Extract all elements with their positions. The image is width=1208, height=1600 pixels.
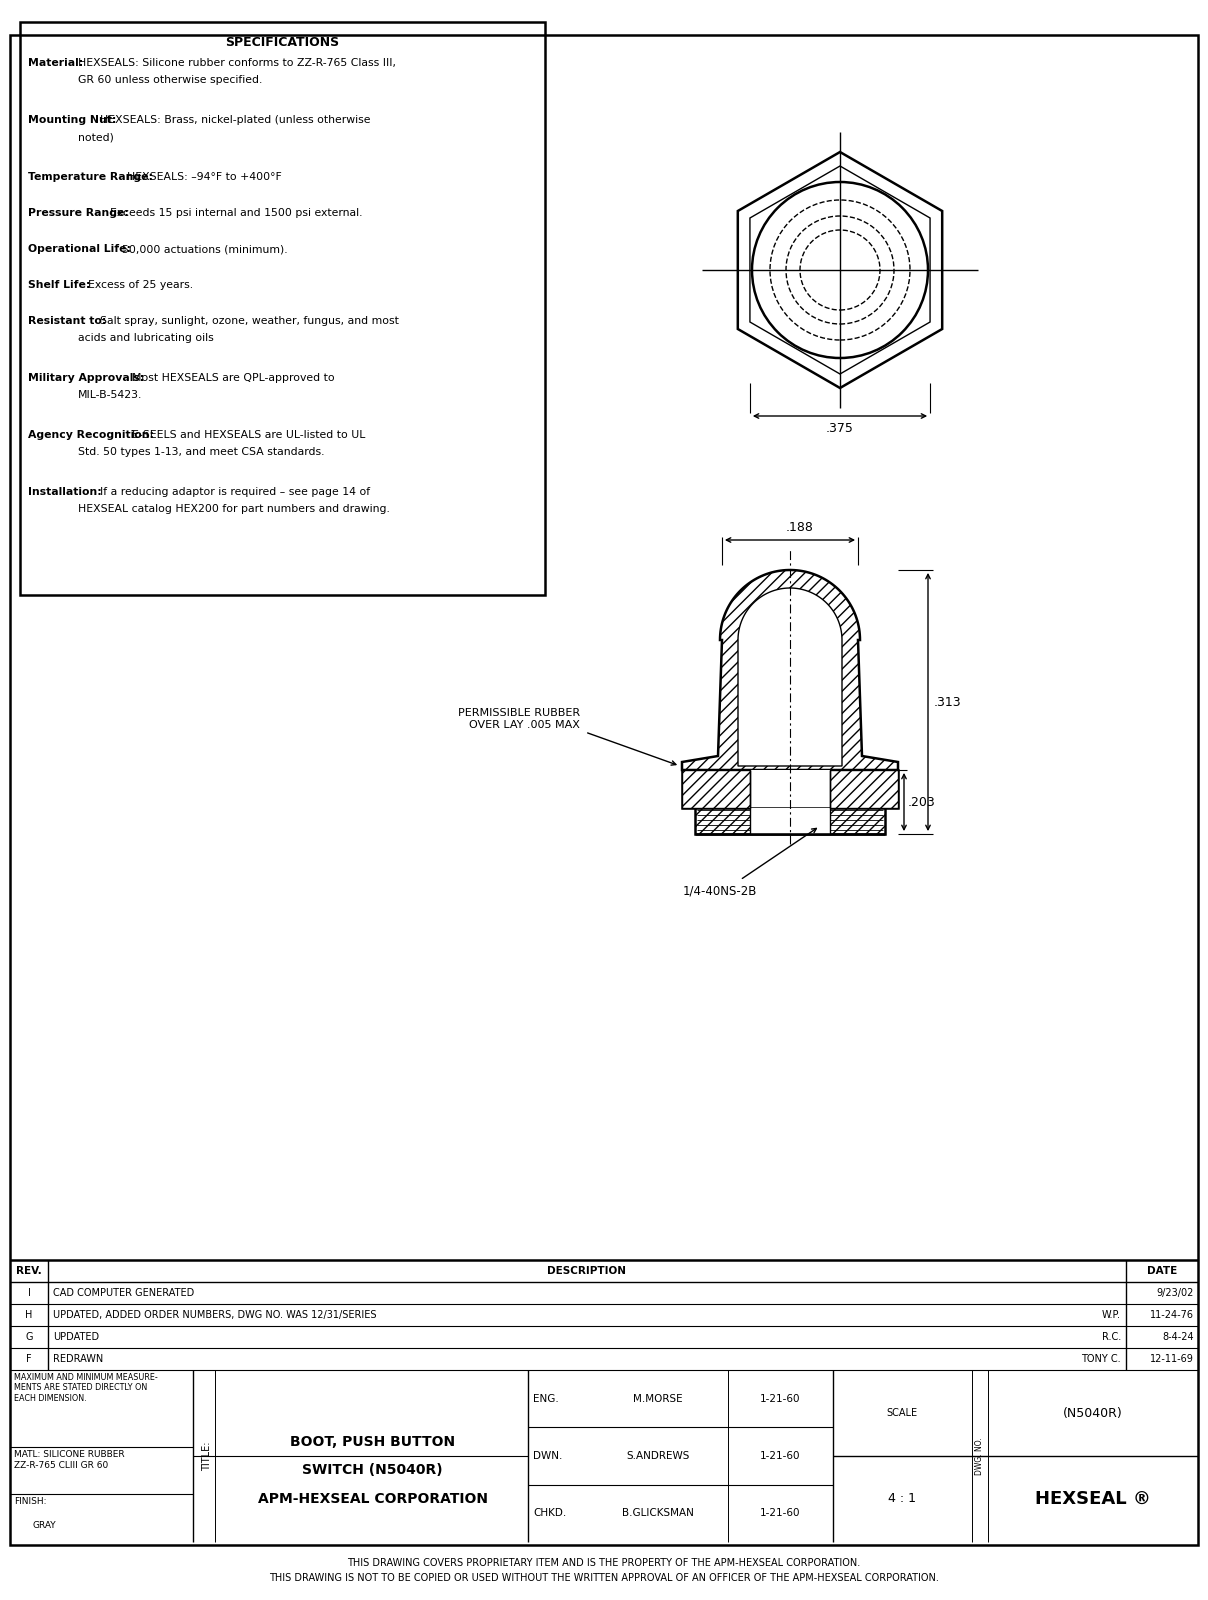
Text: .188: .188: [786, 522, 814, 534]
Text: 11-24-76: 11-24-76: [1150, 1310, 1194, 1320]
Bar: [21, 22, 545, 595]
Text: W.P.: W.P.: [1102, 1310, 1121, 1320]
Text: GR 60 unless otherwise specified.: GR 60 unless otherwise specified.: [79, 75, 262, 85]
Text: DATE: DATE: [1146, 1266, 1177, 1277]
Text: 1-21-60: 1-21-60: [760, 1451, 801, 1461]
Text: REV.: REV.: [16, 1266, 42, 1277]
Text: .203: .203: [908, 795, 936, 808]
Text: 50,000 actuations (minimum).: 50,000 actuations (minimum).: [122, 243, 288, 254]
Text: Pressure Range:: Pressure Range:: [28, 208, 129, 218]
Text: Shelf Life:: Shelf Life:: [28, 280, 91, 290]
Text: SCALE: SCALE: [887, 1408, 918, 1418]
Text: UPDATED: UPDATED: [53, 1331, 99, 1342]
Text: ENG.: ENG.: [533, 1394, 559, 1403]
Text: .375: .375: [826, 422, 854, 435]
Polygon shape: [683, 770, 750, 808]
Text: (N5040R): (N5040R): [1063, 1406, 1122, 1419]
Text: DWN.: DWN.: [533, 1451, 563, 1461]
Text: THIS DRAWING COVERS PROPRIETARY ITEM AND IS THE PROPERTY OF THE APM-HEXSEAL CORP: THIS DRAWING COVERS PROPRIETARY ITEM AND…: [348, 1558, 860, 1568]
Text: Operational Life:: Operational Life:: [28, 243, 130, 254]
Text: GRAY: GRAY: [33, 1522, 56, 1530]
Text: Temperature Range:: Temperature Range:: [28, 171, 153, 182]
Text: MIL-B-5423.: MIL-B-5423.: [79, 390, 143, 400]
Text: H: H: [25, 1310, 33, 1320]
Text: PERMISSIBLE RUBBER
OVER LAY .005 MAX: PERMISSIBLE RUBBER OVER LAY .005 MAX: [458, 709, 580, 730]
Text: THIS DRAWING IS NOT TO BE COPIED OR USED WITHOUT THE WRITTEN APPROVAL OF AN OFFI: THIS DRAWING IS NOT TO BE COPIED OR USED…: [269, 1573, 939, 1582]
Text: noted): noted): [79, 133, 114, 142]
Text: Resistant to:: Resistant to:: [28, 317, 106, 326]
Text: Military Approvals:: Military Approvals:: [28, 373, 144, 382]
Text: HEXSEALS: Silicone rubber conforms to ZZ-R-765 Class III,: HEXSEALS: Silicone rubber conforms to ZZ…: [77, 58, 395, 67]
Bar: [750, 770, 830, 808]
Text: E-SEELS and HEXSEALS are UL-listed to UL: E-SEELS and HEXSEALS are UL-listed to UL: [133, 430, 366, 440]
Text: Mounting Nut:: Mounting Nut:: [28, 115, 116, 125]
Text: SPECIFICATIONS: SPECIFICATIONS: [226, 35, 339, 50]
Text: APM-HEXSEAL CORPORATION: APM-HEXSEAL CORPORATION: [257, 1491, 488, 1506]
Text: DESCRIPTION: DESCRIPTION: [547, 1266, 627, 1277]
Text: M.MORSE: M.MORSE: [633, 1394, 683, 1403]
Text: If a reducing adaptor is required – see page 14 of: If a reducing adaptor is required – see …: [99, 486, 370, 498]
Text: UPDATED, ADDED ORDER NUMBERS, DWG NO. WAS 12/31/SERIES: UPDATED, ADDED ORDER NUMBERS, DWG NO. WA…: [53, 1310, 377, 1320]
Text: 1/4-40NS-2B: 1/4-40NS-2B: [683, 883, 757, 898]
Text: SWITCH (N5040R): SWITCH (N5040R): [302, 1462, 443, 1477]
Bar: [695, 808, 885, 834]
Text: Excess of 25 years.: Excess of 25 years.: [88, 280, 193, 290]
Text: acids and lubricating oils: acids and lubricating oils: [79, 333, 214, 342]
Polygon shape: [683, 770, 898, 808]
Text: 9/23/02: 9/23/02: [1156, 1288, 1194, 1298]
Text: G: G: [25, 1331, 33, 1342]
Text: HEXSEALS: –94°F to +400°F: HEXSEALS: –94°F to +400°F: [127, 171, 281, 182]
Text: 1-21-60: 1-21-60: [760, 1509, 801, 1518]
Polygon shape: [830, 770, 898, 808]
Text: HEXSEAL catalog HEX200 for part numbers and drawing.: HEXSEAL catalog HEX200 for part numbers …: [79, 504, 390, 514]
Text: Material:: Material:: [28, 58, 83, 67]
Text: I: I: [28, 1288, 30, 1298]
Text: Installation:: Installation:: [28, 486, 101, 498]
Text: Exceeds 15 psi internal and 1500 psi external.: Exceeds 15 psi internal and 1500 psi ext…: [110, 208, 362, 218]
Text: Std. 50 types 1-13, and meet CSA standards.: Std. 50 types 1-13, and meet CSA standar…: [79, 446, 325, 458]
Text: HEXSEALS: Brass, nickel-plated (unless otherwise: HEXSEALS: Brass, nickel-plated (unless o…: [99, 115, 370, 125]
Text: F: F: [27, 1354, 31, 1363]
Text: B.GLICKSMAN: B.GLICKSMAN: [622, 1509, 693, 1518]
Polygon shape: [738, 589, 842, 766]
Polygon shape: [683, 570, 898, 770]
Text: 12-11-69: 12-11-69: [1150, 1354, 1194, 1363]
Text: CAD COMPUTER GENERATED: CAD COMPUTER GENERATED: [53, 1288, 194, 1298]
Text: TONY C.: TONY C.: [1081, 1354, 1121, 1363]
Text: 8-4-24: 8-4-24: [1162, 1331, 1194, 1342]
Text: .313: .313: [934, 696, 962, 709]
Text: R.C.: R.C.: [1102, 1331, 1121, 1342]
Text: TITLE:: TITLE:: [202, 1442, 211, 1470]
Text: DWG. NO.: DWG. NO.: [975, 1437, 985, 1475]
Text: Most HEXSEALS are QPL-approved to: Most HEXSEALS are QPL-approved to: [133, 373, 335, 382]
Text: 1-21-60: 1-21-60: [760, 1394, 801, 1403]
Text: CHKD.: CHKD.: [533, 1509, 567, 1518]
Text: Salt spray, sunlight, ozone, weather, fungus, and most: Salt spray, sunlight, ozone, weather, fu…: [99, 317, 399, 326]
Text: Agency Recognition:: Agency Recognition:: [28, 430, 153, 440]
Text: MAXIMUM AND MINIMUM MEASURE-
MENTS ARE STATED DIRECTLY ON
EACH DIMENSION.: MAXIMUM AND MINIMUM MEASURE- MENTS ARE S…: [14, 1373, 158, 1403]
Text: 4 : 1: 4 : 1: [888, 1493, 917, 1506]
Text: FINISH:: FINISH:: [14, 1498, 46, 1506]
Text: HEXSEAL ®: HEXSEAL ®: [1035, 1490, 1151, 1507]
Bar: [750, 808, 830, 834]
Text: BOOT, PUSH BUTTON: BOOT, PUSH BUTTON: [290, 1435, 455, 1450]
Text: S.ANDREWS: S.ANDREWS: [626, 1451, 690, 1461]
Text: MATL: SILICONE RUBBER
ZZ-R-765 CLIII GR 60: MATL: SILICONE RUBBER ZZ-R-765 CLIII GR …: [14, 1450, 124, 1470]
Text: REDRAWN: REDRAWN: [53, 1354, 103, 1363]
